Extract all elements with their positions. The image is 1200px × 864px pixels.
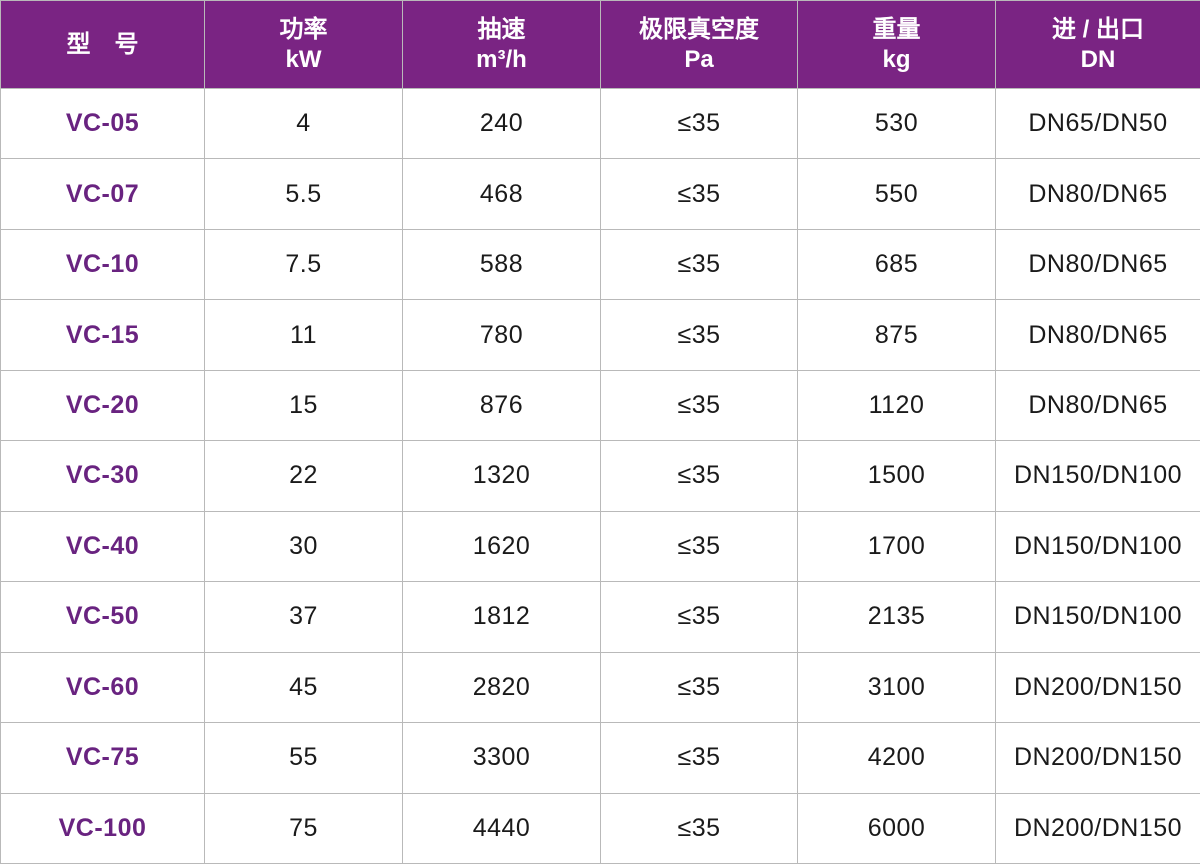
weight-cell: 530 xyxy=(797,87,996,160)
column-unit: m³/h xyxy=(476,45,527,73)
weight-cell: 1700 xyxy=(797,510,996,583)
weight-cell: 1500 xyxy=(797,440,996,512)
column-label: 抽速 xyxy=(477,15,526,43)
model-cell: VC-10 xyxy=(0,228,205,301)
speed-cell: 1320 xyxy=(402,440,601,512)
model-cell: VC-40 xyxy=(0,510,205,583)
power-cell: 45 xyxy=(204,651,403,724)
table-row: VC-30 22 1320 ≤35 1500 DN150/DN100 xyxy=(0,440,1200,512)
column-label: 重量 xyxy=(872,15,921,43)
vacuum-cell: ≤35 xyxy=(600,299,798,371)
table-row: VC-20 15 876 ≤35 1120 DN80/DN65 xyxy=(0,369,1200,442)
ports-cell: DN80/DN65 xyxy=(995,158,1200,230)
column-header-vacuum: 极限真空度 Pa xyxy=(600,0,798,89)
column-label: 型 号 xyxy=(66,30,139,58)
table-row: VC-15 11 780 ≤35 875 DN80/DN65 xyxy=(0,299,1200,371)
power-cell: 22 xyxy=(204,440,403,512)
column-header-weight: 重量 kg xyxy=(797,0,996,89)
speed-cell: 780 xyxy=(402,299,601,371)
vacuum-cell: ≤35 xyxy=(600,87,798,160)
vacuum-cell: ≤35 xyxy=(600,722,798,794)
ports-cell: DN80/DN65 xyxy=(995,228,1200,301)
vacuum-cell: ≤35 xyxy=(600,228,798,301)
speed-cell: 3300 xyxy=(402,722,601,794)
column-label: 极限真空度 xyxy=(639,15,759,43)
model-cell: VC-15 xyxy=(0,299,205,371)
power-cell: 30 xyxy=(204,510,403,583)
vacuum-cell: ≤35 xyxy=(600,510,798,583)
speed-cell: 240 xyxy=(402,87,601,160)
vacuum-cell: ≤35 xyxy=(600,158,798,230)
table-row: VC-100 75 4440 ≤35 6000 DN200/DN150 xyxy=(0,792,1200,864)
power-cell: 7.5 xyxy=(204,228,403,301)
vacuum-cell: ≤35 xyxy=(600,792,798,864)
weight-cell: 4200 xyxy=(797,722,996,794)
model-cell: VC-100 xyxy=(0,792,205,864)
model-cell: VC-30 xyxy=(0,440,205,512)
column-header-model: 型 号 xyxy=(0,0,205,89)
weight-cell: 3100 xyxy=(797,651,996,724)
model-cell: VC-07 xyxy=(0,158,205,230)
weight-cell: 1120 xyxy=(797,369,996,442)
weight-cell: 6000 xyxy=(797,792,996,864)
table-row: VC-50 37 1812 ≤35 2135 DN150/DN100 xyxy=(0,581,1200,653)
column-header-power: 功率 kW xyxy=(204,0,403,89)
column-header-ports: 进 / 出口 DN xyxy=(995,0,1200,89)
speed-cell: 468 xyxy=(402,158,601,230)
model-cell: VC-05 xyxy=(0,87,205,160)
ports-cell: DN200/DN150 xyxy=(995,792,1200,864)
model-cell: VC-60 xyxy=(0,651,205,724)
vacuum-cell: ≤35 xyxy=(600,651,798,724)
column-unit: kg xyxy=(882,45,911,73)
ports-cell: DN150/DN100 xyxy=(995,510,1200,583)
weight-cell: 685 xyxy=(797,228,996,301)
vacuum-cell: ≤35 xyxy=(600,440,798,512)
vacuum-cell: ≤35 xyxy=(600,581,798,653)
header-row: 型 号 功率 kW 抽速 m³/h 极限真空度 Pa 重量 kg xyxy=(0,0,1200,89)
column-unit: kW xyxy=(285,45,322,73)
ports-cell: DN80/DN65 xyxy=(995,299,1200,371)
power-cell: 75 xyxy=(204,792,403,864)
weight-cell: 875 xyxy=(797,299,996,371)
model-cell: VC-75 xyxy=(0,722,205,794)
speed-cell: 1620 xyxy=(402,510,601,583)
power-cell: 5.5 xyxy=(204,158,403,230)
weight-cell: 2135 xyxy=(797,581,996,653)
column-label: 功率 xyxy=(279,15,328,43)
table-row: VC-07 5.5 468 ≤35 550 DN80/DN65 xyxy=(0,158,1200,230)
ports-cell: DN200/DN150 xyxy=(995,651,1200,724)
ports-cell: DN150/DN100 xyxy=(995,581,1200,653)
table-row: VC-40 30 1620 ≤35 1700 DN150/DN100 xyxy=(0,510,1200,583)
power-cell: 11 xyxy=(204,299,403,371)
column-label: 进 / 出口 xyxy=(1051,15,1144,43)
table-row: VC-10 7.5 588 ≤35 685 DN80/DN65 xyxy=(0,228,1200,301)
power-cell: 4 xyxy=(204,87,403,160)
model-cell: VC-20 xyxy=(0,369,205,442)
column-unit: Pa xyxy=(684,45,714,73)
table-row: VC-60 45 2820 ≤35 3100 DN200/DN150 xyxy=(0,651,1200,724)
column-header-speed: 抽速 m³/h xyxy=(402,0,601,89)
weight-cell: 550 xyxy=(797,158,996,230)
power-cell: 15 xyxy=(204,369,403,442)
ports-cell: DN65/DN50 xyxy=(995,87,1200,160)
vacuum-cell: ≤35 xyxy=(600,369,798,442)
speed-cell: 4440 xyxy=(402,792,601,864)
table-row: VC-05 4 240 ≤35 530 DN65/DN50 xyxy=(0,87,1200,160)
table-row: VC-75 55 3300 ≤35 4200 DN200/DN150 xyxy=(0,722,1200,794)
speed-cell: 1812 xyxy=(402,581,601,653)
speed-cell: 588 xyxy=(402,228,601,301)
speed-cell: 2820 xyxy=(402,651,601,724)
ports-cell: DN200/DN150 xyxy=(995,722,1200,794)
model-cell: VC-50 xyxy=(0,581,205,653)
speed-cell: 876 xyxy=(402,369,601,442)
ports-cell: DN80/DN65 xyxy=(995,369,1200,442)
power-cell: 55 xyxy=(204,722,403,794)
ports-cell: DN150/DN100 xyxy=(995,440,1200,512)
power-cell: 37 xyxy=(204,581,403,653)
column-unit: DN xyxy=(1080,45,1116,73)
